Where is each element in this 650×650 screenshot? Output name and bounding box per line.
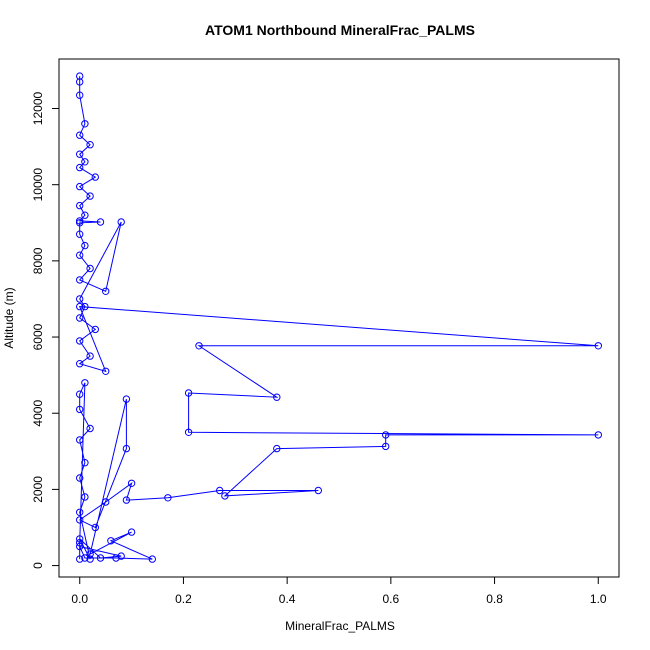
data-point	[76, 539, 84, 547]
data-point	[112, 554, 120, 562]
y-tick-label: 2000	[31, 476, 45, 503]
data-point	[76, 474, 84, 482]
data-point	[216, 486, 224, 495]
y-axis: 0 2000 4000 6000 8000 10000 12000	[31, 92, 60, 569]
data-point	[382, 442, 390, 451]
y-tick-label: 12000	[31, 92, 45, 126]
data-point	[86, 141, 94, 149]
x-axis: 0.0 0.2 0.4 0.6 0.8 1.0	[71, 576, 607, 606]
y-tick-label: 10000	[31, 168, 45, 202]
data-point	[76, 78, 84, 86]
data-point	[91, 173, 100, 181]
data-point	[81, 459, 89, 467]
data-point	[122, 496, 131, 504]
data-point	[91, 523, 100, 532]
data-point	[81, 120, 89, 128]
data-point	[127, 528, 136, 536]
data-point	[221, 492, 229, 500]
data-point	[148, 555, 157, 563]
y-axis-label: Altitude (m)	[2, 287, 16, 348]
data-point	[76, 337, 84, 345]
data-point	[164, 494, 172, 502]
data-point	[76, 555, 84, 563]
plot-area	[76, 72, 602, 563]
data-point	[76, 276, 84, 284]
data-point	[86, 352, 94, 360]
data-point	[76, 251, 84, 259]
data-point	[91, 325, 100, 334]
data-point	[76, 72, 84, 80]
data-point	[76, 150, 84, 158]
data-point	[76, 302, 84, 311]
data-point	[594, 431, 602, 439]
data-point	[76, 360, 84, 368]
data-point	[107, 537, 115, 545]
data-point	[76, 217, 84, 225]
data-point	[127, 479, 136, 487]
data-point	[102, 367, 110, 375]
data-point	[195, 342, 203, 350]
data-point	[314, 486, 322, 495]
data-point	[81, 158, 89, 166]
x-tick-label: 0.2	[175, 592, 192, 606]
data-point	[76, 219, 84, 227]
data-point	[81, 241, 89, 250]
series-line	[78, 76, 599, 560]
data-point	[81, 493, 89, 501]
x-tick-label: 0.6	[383, 592, 400, 606]
data-point	[76, 436, 84, 444]
data-point	[96, 554, 105, 562]
data-point	[382, 431, 390, 439]
data-point	[76, 516, 84, 524]
data-point	[76, 405, 84, 414]
data-point	[273, 444, 281, 453]
y-tick-label: 0	[31, 562, 45, 569]
y-tick-label: 6000	[31, 323, 45, 350]
y-tick-label: 4000	[31, 400, 45, 427]
data-point	[81, 211, 89, 219]
chart-title: ATOM1 Northbound MineralFrac_PALMS	[205, 22, 475, 38]
data-point	[86, 555, 94, 563]
data-point	[76, 508, 84, 516]
data-point	[86, 192, 94, 200]
x-tick-label: 0.0	[71, 592, 88, 606]
data-point	[81, 379, 89, 387]
data-point	[117, 218, 125, 226]
data-point	[122, 444, 131, 453]
data-point	[86, 424, 94, 433]
data-point	[273, 393, 281, 401]
data-point	[81, 302, 89, 311]
data-point	[76, 201, 84, 210]
data-point	[76, 535, 84, 543]
x-tick-label: 0.4	[279, 592, 296, 606]
data-point	[96, 218, 105, 226]
data-point	[86, 264, 94, 273]
data-point	[594, 342, 602, 350]
data-point	[184, 428, 193, 436]
data-point	[122, 395, 131, 403]
x-tick-label: 0.8	[486, 592, 503, 606]
data-point	[117, 552, 125, 560]
data-point	[76, 314, 84, 322]
x-tick-label: 1.0	[590, 592, 607, 606]
data-point	[76, 131, 84, 139]
data-point	[184, 389, 193, 397]
y-tick-label: 8000	[31, 247, 45, 274]
x-axis-label: MineralFrac_PALMS	[285, 619, 395, 633]
data-point	[86, 550, 94, 558]
data-point	[102, 287, 110, 295]
data-point	[76, 390, 84, 398]
data-point	[76, 163, 84, 172]
data-point	[81, 554, 89, 562]
data-point	[76, 182, 84, 191]
data-point	[76, 230, 84, 238]
data-point	[102, 498, 110, 506]
data-point	[76, 91, 84, 99]
data-point	[76, 542, 84, 551]
data-point	[76, 295, 84, 303]
